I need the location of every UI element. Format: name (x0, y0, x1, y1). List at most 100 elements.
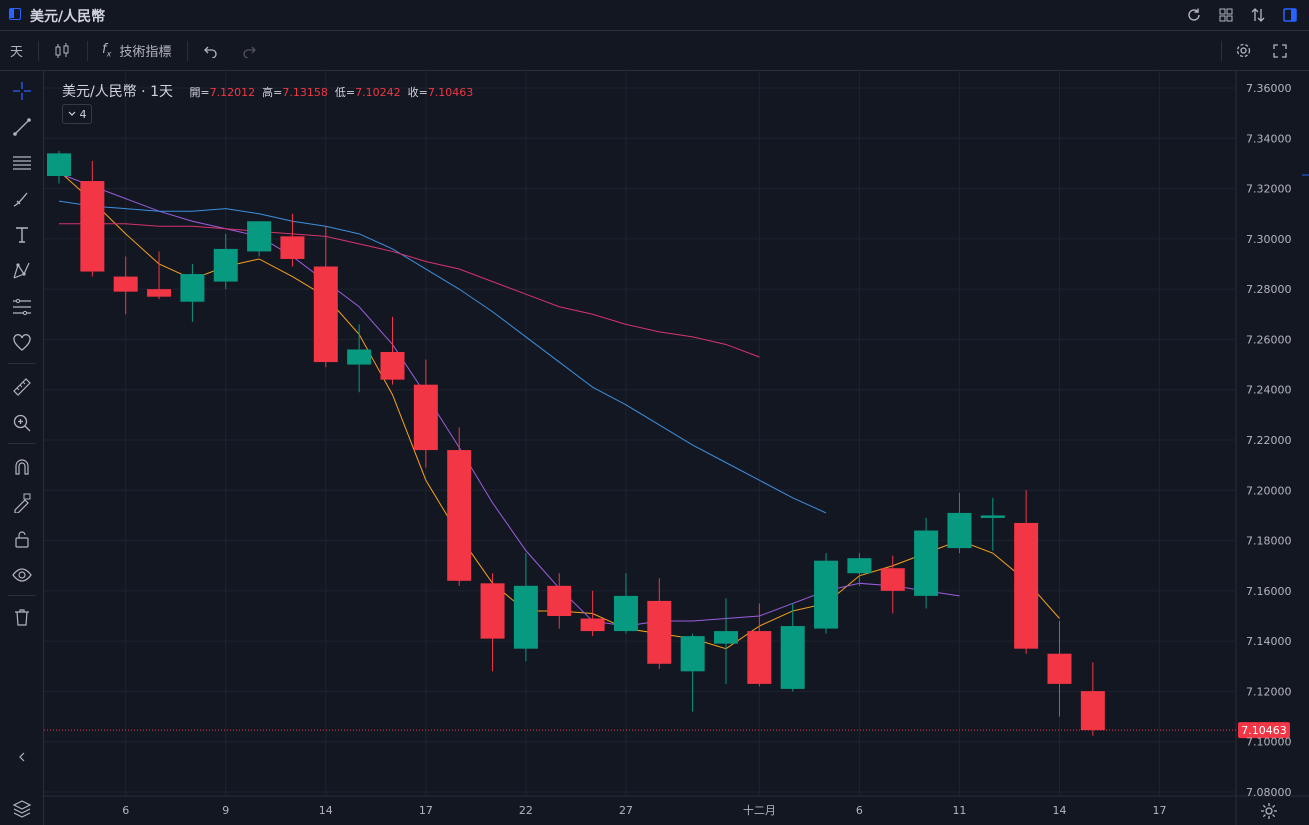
candle (180, 264, 205, 322)
candle (480, 573, 505, 672)
indicators-collapse-button[interactable]: 4 (62, 104, 92, 124)
last-price-line: 7.10463 (44, 722, 1290, 739)
candle-body (714, 631, 738, 644)
interval-selector[interactable]: 天 (10, 45, 24, 60)
candle (447, 427, 472, 586)
price-chart[interactable]: 7.10463 7.36000 7.34000 7.32000 7.30000 7.28… (44, 71, 1309, 825)
heart-icon[interactable] (11, 332, 33, 354)
drawing-toolbar (0, 71, 44, 825)
plot-background (44, 71, 1236, 796)
ruler-icon[interactable] (11, 376, 33, 398)
candle-body (947, 512, 972, 549)
symbol-label[interactable]: 美元/人民幣 · 1天 (62, 84, 173, 100)
candle (647, 578, 672, 669)
candle (880, 555, 905, 614)
grid-layout-icon[interactable] (1217, 6, 1235, 24)
candle-body (213, 248, 238, 282)
candle-body (513, 585, 538, 649)
time-tick-label: 27 (619, 804, 633, 817)
indicator-count: 4 (79, 107, 87, 121)
candle (113, 256, 138, 315)
low-value: 7.10242 (355, 86, 401, 99)
candle (147, 251, 172, 300)
indicators-button[interactable]: fx 技術指標 (102, 31, 171, 70)
price-tick-label: 7.10000 (1246, 736, 1292, 749)
magnet-icon[interactable] (11, 456, 33, 478)
price-tick-label: 7.36000 (1246, 82, 1292, 95)
candle (513, 553, 538, 662)
axis-settings-icon[interactable] (1260, 802, 1278, 820)
trash-icon[interactable] (11, 606, 33, 628)
object-tree-icon[interactable] (11, 798, 33, 820)
price-tick-label: 7.20000 (1246, 484, 1292, 497)
refresh-icon[interactable] (1185, 6, 1203, 24)
lock-drawing-icon[interactable] (11, 492, 33, 514)
candle-body (680, 636, 705, 672)
candle-body (647, 600, 672, 664)
candle-style-icon[interactable] (54, 31, 70, 70)
crosshair-icon[interactable] (11, 80, 33, 102)
candle-body (447, 450, 472, 581)
unlock-icon[interactable] (11, 528, 33, 550)
candlesticks (47, 150, 1105, 736)
time-tick-label: 22 (519, 804, 533, 817)
candle (247, 221, 272, 257)
ohlc-values: 開=7.12012 高=7.13158 低=7.10242 收=7.10463 (189, 86, 474, 99)
window-title: 美元/人民幣 (30, 9, 106, 25)
time-tick-label: 17 (419, 804, 433, 817)
undo-icon[interactable] (204, 31, 218, 70)
candle (1047, 621, 1072, 717)
price-tick-label: 7.18000 (1246, 535, 1292, 548)
layout-panel-icon[interactable] (9, 8, 21, 20)
time-tick-label: 11 (952, 804, 966, 817)
candle (780, 603, 805, 692)
fullscreen-icon[interactable] (1273, 31, 1287, 70)
ma-line-4 (59, 223, 760, 358)
chart-legend: 美元/人民幣 · 1天 開=7.12012 高=7.13158 低=7.1024… (62, 81, 473, 101)
zoom-in-icon[interactable] (11, 412, 33, 434)
candle-body (80, 181, 105, 272)
brush-icon[interactable] (11, 188, 33, 210)
prediction-tool-icon[interactable] (11, 296, 33, 318)
candle-body (914, 530, 939, 596)
pattern-tool-icon[interactable] (11, 260, 33, 282)
candle-body (547, 585, 572, 616)
candle-body (880, 568, 905, 591)
candle (613, 573, 638, 634)
price-tick-label: 7.30000 (1246, 233, 1292, 246)
sidebar-toggle-icon[interactable] (1281, 6, 1299, 24)
time-tick-label: 14 (319, 804, 333, 817)
price-tick-label: 7.22000 (1246, 434, 1292, 447)
settings-gear-icon[interactable] (1235, 31, 1252, 70)
eye-icon[interactable] (11, 564, 33, 586)
open-value: 7.12012 (209, 86, 256, 99)
candle-body (47, 153, 71, 176)
text-tool-icon[interactable] (11, 224, 33, 246)
candle (347, 324, 372, 393)
candle (847, 553, 872, 586)
redo-icon[interactable] (242, 31, 256, 70)
candle (714, 598, 738, 684)
trend-line-icon[interactable] (11, 116, 33, 138)
candle (814, 553, 839, 634)
candle (1080, 662, 1105, 736)
candle-body (1014, 522, 1039, 649)
price-tick-label: 7.32000 (1246, 183, 1292, 196)
compare-arrows-icon[interactable] (1249, 6, 1267, 24)
price-tick-label: 7.28000 (1246, 283, 1292, 296)
collapse-toolbar-icon[interactable] (11, 746, 33, 768)
candle (413, 359, 438, 468)
candle-body (980, 515, 1005, 518)
candle-body (380, 352, 405, 380)
horizontal-lines-icon[interactable] (11, 152, 33, 174)
last-price-label: 7.10463 (1241, 724, 1287, 737)
close-value: 7.10463 (427, 86, 474, 99)
candle (680, 633, 705, 712)
candle-body (847, 558, 872, 574)
candle-body (280, 236, 305, 259)
candle-body (147, 289, 172, 297)
candle (914, 517, 939, 609)
candle (747, 603, 772, 687)
candle-body (313, 266, 338, 363)
candle-body (347, 349, 372, 365)
